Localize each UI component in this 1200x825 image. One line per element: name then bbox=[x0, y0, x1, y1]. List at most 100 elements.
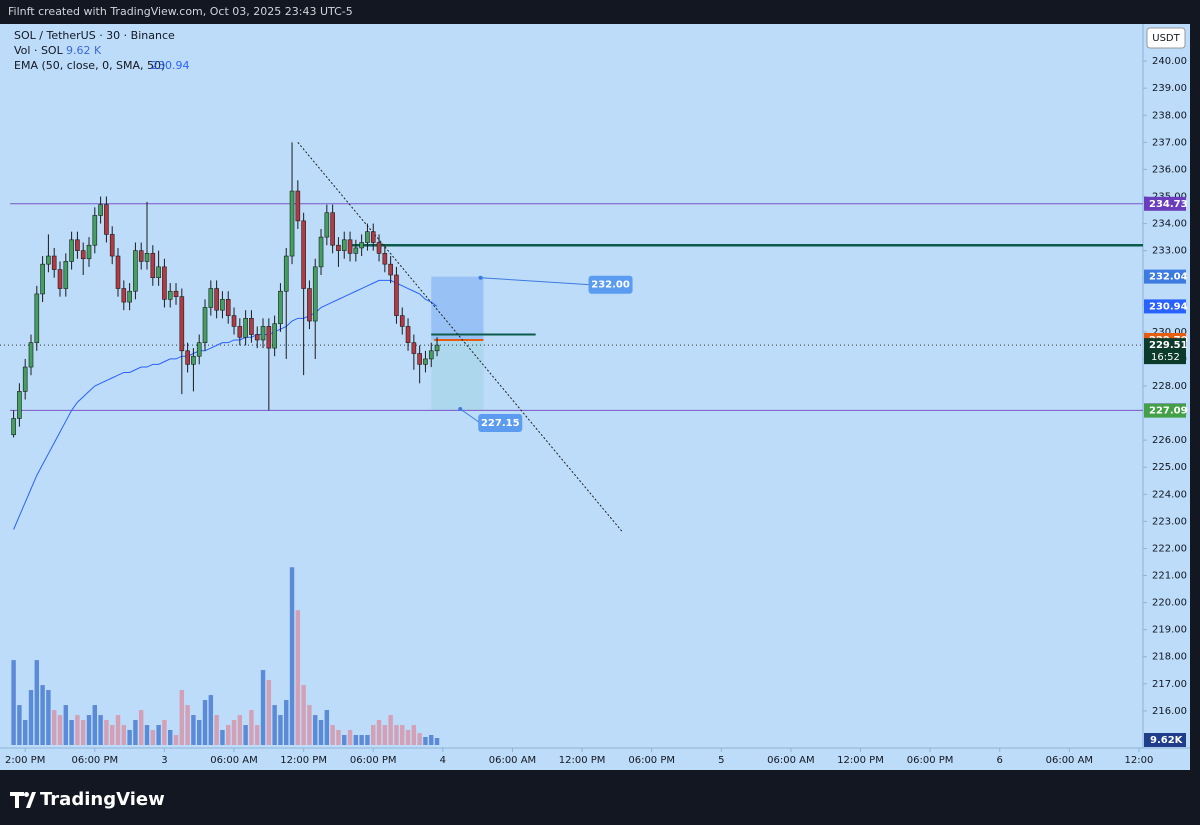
y-tick-label: 236.00 bbox=[1152, 164, 1187, 175]
volume-label-box bbox=[1144, 733, 1186, 747]
candle-body bbox=[133, 250, 138, 292]
candle-body bbox=[40, 263, 45, 295]
x-tick-label: 06:00 PM bbox=[350, 755, 397, 766]
volume-bar bbox=[220, 729, 225, 745]
volume-bar bbox=[133, 720, 138, 745]
candle-body bbox=[34, 293, 40, 343]
candle-body bbox=[214, 288, 219, 311]
candle-body bbox=[336, 244, 341, 251]
candle-body bbox=[86, 244, 92, 260]
volume-bar bbox=[289, 567, 295, 745]
callout-anchor bbox=[458, 407, 463, 412]
y-tick-label: 240.00 bbox=[1152, 56, 1187, 67]
candle-body bbox=[283, 255, 289, 292]
candle-body bbox=[225, 299, 231, 316]
currency[interactable]: USDT bbox=[1152, 33, 1180, 44]
candle-body bbox=[434, 344, 440, 352]
currency-box[interactable] bbox=[1146, 27, 1186, 49]
volume-bar bbox=[34, 660, 39, 745]
price-label: 232.04 bbox=[1149, 272, 1188, 283]
candle-body bbox=[312, 266, 318, 322]
volume-bar bbox=[63, 705, 69, 745]
candle-body bbox=[324, 212, 330, 238]
y-tick-label: 217.00 bbox=[1152, 679, 1187, 690]
volume-bar bbox=[272, 705, 277, 745]
x-tick-label: 12:00 PM bbox=[559, 755, 606, 766]
candle-body bbox=[179, 296, 185, 352]
candle-body bbox=[266, 326, 272, 349]
y-tick-label: 237.00 bbox=[1152, 137, 1187, 148]
volume-bar bbox=[150, 729, 156, 745]
volume-bar bbox=[429, 735, 434, 745]
candle-body bbox=[370, 231, 376, 243]
candle-body bbox=[365, 231, 370, 243]
x-tick-label: 2:00 PM bbox=[5, 755, 45, 766]
candle-body bbox=[162, 266, 167, 300]
price-label: 229.51 bbox=[1149, 340, 1188, 351]
x-tick-label: 06:00 PM bbox=[907, 755, 954, 766]
candle-body bbox=[11, 418, 16, 436]
candle-body bbox=[237, 326, 243, 338]
volume-bar bbox=[318, 720, 324, 745]
volume-bar bbox=[336, 729, 341, 745]
volume-bar bbox=[231, 720, 237, 745]
candle-body bbox=[405, 326, 411, 343]
volume-bar bbox=[376, 720, 382, 745]
x-tick-label: 5 bbox=[718, 755, 724, 766]
candle-body bbox=[359, 242, 364, 249]
y-tick-label: 218.00 bbox=[1152, 652, 1187, 663]
price-label: 227.09 bbox=[1149, 406, 1188, 417]
volume-bar bbox=[255, 725, 260, 745]
volume-bar bbox=[197, 720, 202, 745]
volume-bar bbox=[75, 715, 80, 745]
volume-bar bbox=[40, 685, 45, 745]
y-tick-label: 238.00 bbox=[1152, 110, 1187, 121]
candle-body bbox=[399, 315, 405, 327]
candle-body bbox=[423, 358, 428, 365]
candle-body bbox=[330, 212, 335, 246]
candle-body bbox=[92, 215, 98, 246]
x-tick-label: 12:00 bbox=[1125, 755, 1154, 766]
volume-bar bbox=[411, 725, 417, 745]
callout-box bbox=[478, 414, 523, 433]
x-tick-label: 06:00 PM bbox=[71, 755, 118, 766]
volume-bar bbox=[162, 720, 167, 745]
candle-body bbox=[138, 250, 144, 262]
candle-body bbox=[417, 353, 422, 365]
y-tick-label: 223.00 bbox=[1152, 516, 1187, 527]
candle-body bbox=[144, 253, 150, 262]
candle-body bbox=[127, 290, 132, 303]
candle-body bbox=[411, 342, 417, 354]
candle-body bbox=[347, 239, 353, 254]
candle-body bbox=[301, 220, 306, 289]
x-tick-label: 06:00 PM bbox=[628, 755, 675, 766]
y-tick-label: 222.00 bbox=[1152, 543, 1187, 554]
volume-bar bbox=[98, 715, 103, 745]
x-tick-label: 06:00 AM bbox=[489, 755, 536, 766]
volume-bar bbox=[104, 720, 109, 745]
candle-body bbox=[22, 366, 28, 392]
candle-body bbox=[376, 242, 382, 254]
volume-bar bbox=[202, 700, 208, 745]
chart-background bbox=[0, 24, 1190, 770]
callout-line bbox=[459, 408, 481, 424]
y-tick-label: 225.00 bbox=[1152, 462, 1187, 473]
volume-bar bbox=[208, 695, 214, 745]
candle-body bbox=[318, 236, 324, 268]
callout-label: 227.15 bbox=[481, 418, 520, 429]
volume-bar bbox=[347, 729, 353, 745]
candle-body bbox=[260, 326, 266, 341]
y-tick-label: 221.00 bbox=[1152, 571, 1187, 582]
candle-body bbox=[109, 234, 115, 257]
volume-bar bbox=[22, 720, 28, 745]
volume-bar bbox=[115, 715, 121, 745]
volume-bar bbox=[11, 660, 16, 745]
candle-body bbox=[51, 255, 57, 270]
volume-bar bbox=[179, 690, 185, 745]
candle-body bbox=[185, 350, 190, 365]
candle-body bbox=[46, 255, 51, 265]
volume-bar bbox=[400, 725, 405, 745]
y-tick-label: 228.00 bbox=[1152, 381, 1187, 392]
callout-box bbox=[588, 275, 633, 294]
x-tick-label: 4 bbox=[440, 755, 446, 766]
